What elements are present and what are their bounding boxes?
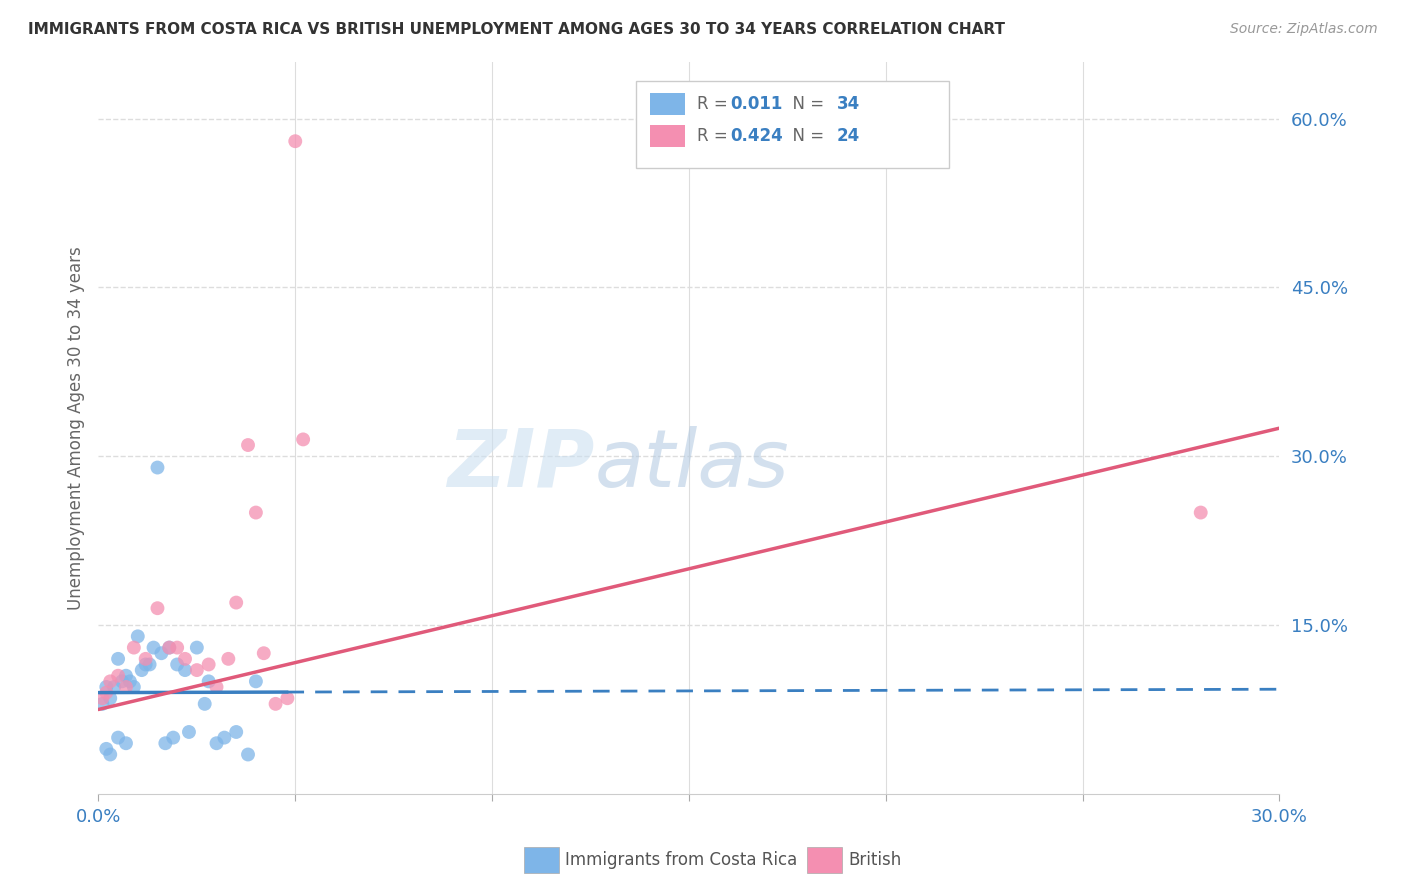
- Text: 34: 34: [837, 95, 860, 113]
- Point: [96, 742, 118, 756]
- Text: R =: R =: [697, 127, 733, 145]
- FancyBboxPatch shape: [650, 125, 685, 146]
- Point: [236, 747, 259, 762]
- Point: [166, 657, 188, 672]
- Point: [197, 674, 219, 689]
- Point: [122, 680, 145, 694]
- Point: [111, 674, 134, 689]
- Point: [162, 731, 184, 745]
- Point: [217, 652, 239, 666]
- Point: [292, 433, 315, 447]
- Text: IMMIGRANTS FROM COSTA RICA VS BRITISH UNEMPLOYMENT AMONG AGES 30 TO 34 YEARS COR: IMMIGRANTS FROM COSTA RICA VS BRITISH UN…: [28, 22, 1005, 37]
- Point: [98, 691, 121, 706]
- Point: [135, 652, 157, 666]
- Point: [96, 680, 118, 694]
- Point: [115, 736, 138, 750]
- Point: [225, 725, 247, 739]
- Point: [225, 596, 247, 610]
- Point: [103, 680, 125, 694]
- Point: [155, 736, 177, 750]
- Point: [214, 731, 236, 745]
- Point: [245, 506, 267, 520]
- Point: [284, 134, 307, 148]
- Point: [135, 657, 157, 672]
- Point: [157, 640, 180, 655]
- Text: British: British: [848, 851, 901, 869]
- Point: [194, 697, 217, 711]
- Point: [177, 725, 200, 739]
- Point: [205, 680, 228, 694]
- Text: 0.424: 0.424: [730, 127, 783, 145]
- Point: [107, 652, 129, 666]
- Point: [98, 674, 121, 689]
- Point: [115, 669, 138, 683]
- Point: [91, 697, 114, 711]
- Point: [253, 646, 276, 660]
- Point: [131, 663, 153, 677]
- Point: [115, 680, 138, 694]
- Text: R =: R =: [697, 95, 733, 113]
- Point: [205, 736, 228, 750]
- Point: [118, 674, 141, 689]
- Point: [236, 438, 259, 452]
- Point: [122, 640, 145, 655]
- Point: [107, 669, 129, 683]
- Point: [245, 674, 267, 689]
- Point: [138, 657, 160, 672]
- Point: [146, 601, 169, 615]
- Point: [264, 697, 287, 711]
- Point: [197, 657, 219, 672]
- Point: [142, 640, 165, 655]
- Point: [98, 747, 121, 762]
- Y-axis label: Unemployment Among Ages 30 to 34 years: Unemployment Among Ages 30 to 34 years: [66, 246, 84, 610]
- Point: [174, 663, 197, 677]
- Point: [150, 646, 173, 660]
- FancyBboxPatch shape: [650, 93, 685, 115]
- Point: [166, 640, 188, 655]
- Point: [146, 460, 169, 475]
- FancyBboxPatch shape: [523, 847, 560, 873]
- FancyBboxPatch shape: [636, 81, 949, 169]
- Point: [1189, 506, 1212, 520]
- Point: [186, 663, 208, 677]
- Text: 24: 24: [837, 127, 860, 145]
- Point: [157, 640, 180, 655]
- Text: ZIP: ZIP: [447, 425, 595, 504]
- Text: atlas: atlas: [595, 425, 789, 504]
- Text: 0.011: 0.011: [730, 95, 783, 113]
- Point: [276, 691, 298, 706]
- Point: [127, 629, 149, 643]
- Text: N =: N =: [782, 127, 830, 145]
- Text: N =: N =: [782, 95, 830, 113]
- Point: [186, 640, 208, 655]
- Point: [107, 731, 129, 745]
- FancyBboxPatch shape: [807, 847, 842, 873]
- Text: Source: ZipAtlas.com: Source: ZipAtlas.com: [1230, 22, 1378, 37]
- Point: [91, 691, 114, 706]
- Text: Immigrants from Costa Rica: Immigrants from Costa Rica: [565, 851, 797, 869]
- Point: [174, 652, 197, 666]
- Point: [96, 685, 118, 699]
